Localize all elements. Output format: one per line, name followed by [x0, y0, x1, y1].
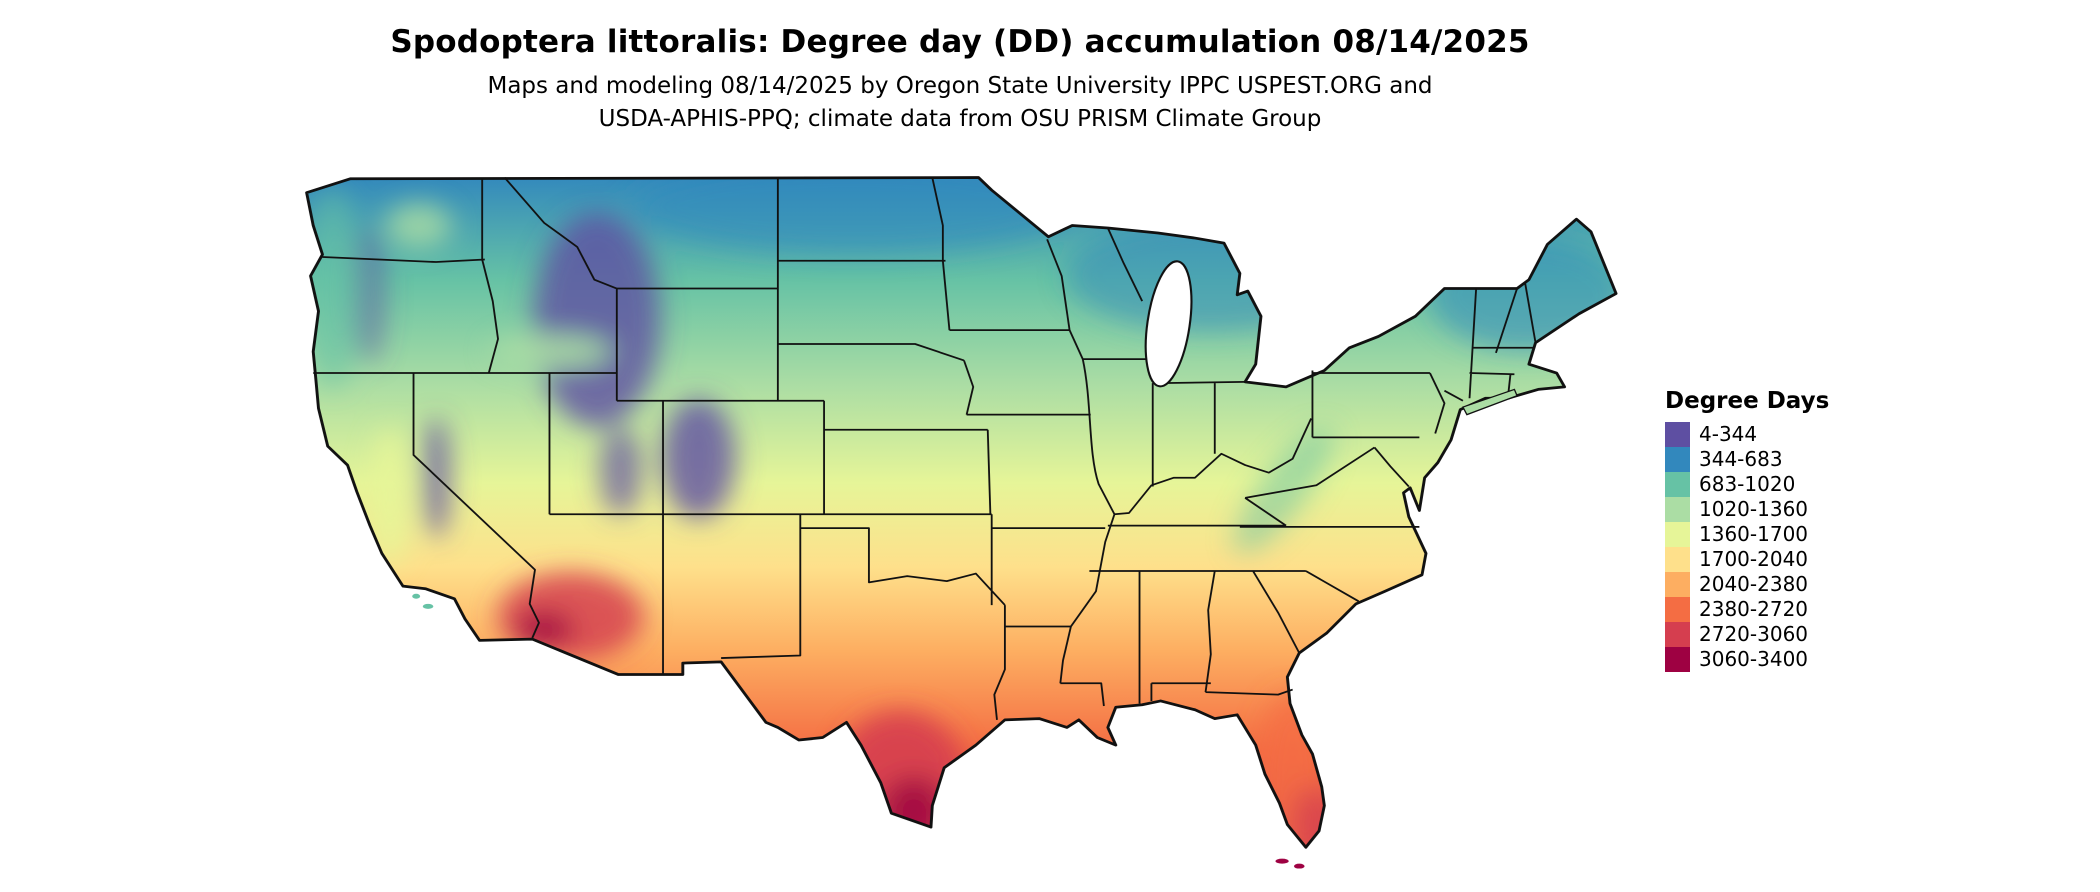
south-florida-hot-blob: [1292, 786, 1335, 847]
legend-item: 2720-3060: [1665, 622, 1895, 647]
legend-item: 2040-2380: [1665, 572, 1895, 597]
legend-item: 683-1020: [1665, 472, 1895, 497]
legend-swatch: [1665, 647, 1690, 672]
legend-swatch: [1665, 447, 1690, 472]
legend-item-label: 3060-3400: [1699, 647, 1809, 671]
state-borders-east: [1089, 281, 1537, 704]
legend-item: 1360-1700: [1665, 522, 1895, 547]
lake-michigan: [1144, 259, 1193, 388]
legend-item: 2380-2720: [1665, 597, 1895, 622]
subtitle-line-2: USDA-APHIS-PPQ; climate data from OSU PR…: [598, 106, 1322, 133]
utah-highlands-cold-blob: [599, 426, 642, 516]
long-island: [1461, 388, 1518, 416]
rockies-cold-blob: [533, 212, 661, 427]
legend: Degree Days 4-344 344-683 683-1020 1020-136…: [1665, 388, 1895, 672]
sierra-nevada-cold-blob: [421, 416, 451, 538]
legend-item: 4-344: [1665, 422, 1895, 447]
legend-item-label: 1020-1360: [1699, 497, 1809, 521]
subtitle-line-1: Maps and modeling 08/14/2025 by Oregon S…: [487, 73, 1433, 99]
legend-item-label: 1700-2040: [1699, 547, 1809, 571]
us-degree-day-map: [305, 175, 1618, 869]
new-england-cool-blob: [1428, 237, 1617, 352]
legend-item-label: 2720-3060: [1699, 622, 1809, 646]
legend-title: Degree Days: [1665, 388, 1830, 414]
legend-swatch: [1665, 572, 1690, 597]
great-lakes-cool-blob: [1065, 218, 1356, 333]
map-title: Spodoptera littoralis: Degree day (DD) a…: [390, 24, 1530, 60]
florida-keys-speck-2: [1293, 863, 1305, 869]
legend-item: 3060-3400: [1665, 647, 1895, 672]
snake-river-plain-blob: [491, 334, 611, 368]
legend-swatch: [1665, 472, 1690, 497]
central-valley-warm-blob: [371, 426, 409, 566]
channel-islands-speck-1: [422, 603, 434, 609]
state-borders-central: [777, 177, 1147, 720]
legend-item: 1700-2040: [1665, 547, 1895, 572]
legend-item: 344-683: [1665, 447, 1895, 472]
colorado-rockies-cold-blob: [661, 397, 736, 520]
columbia-basin-blob: [385, 202, 452, 248]
legend-items: 4-344 344-683 683-1020 1020-1360 1360-1700 17…: [1665, 422, 1895, 672]
legend-swatch: [1665, 547, 1690, 572]
latitude-gradient-base: [306, 177, 1617, 847]
florida-keys-speck-1: [1275, 858, 1289, 864]
legend-item-label: 683-1020: [1699, 472, 1796, 496]
map-subtitle: Maps and modeling 08/14/2025 by Oregon S…: [300, 70, 1620, 137]
yuma-desert-hottest-blob: [515, 611, 574, 647]
legend-item-label: 4-344: [1699, 422, 1758, 446]
legend-item-label: 1360-1700: [1699, 522, 1809, 546]
state-borders-west: [313, 176, 992, 675]
legend-item-label: 2380-2720: [1699, 597, 1809, 621]
southwest-desert-hot-blob: [498, 571, 644, 661]
legend-item: 1020-1360: [1665, 497, 1895, 522]
legend-swatch: [1665, 422, 1690, 447]
legend-swatch: [1665, 597, 1690, 622]
degree-day-raster: [306, 177, 1617, 847]
us-outline: [305, 175, 1618, 849]
channel-islands-speck-2: [412, 593, 421, 599]
legend-swatch: [1665, 622, 1690, 647]
pacific-coast-cool-blob: [306, 187, 360, 390]
legend-item-label: 2040-2380: [1699, 572, 1809, 596]
legend-swatch: [1665, 497, 1690, 522]
legend-swatch: [1665, 522, 1690, 547]
northern-plains-cool-blob: [630, 177, 1079, 255]
map-column: Spodoptera littoralis: Degree day (DD) a…: [300, 0, 1620, 875]
legend-item-label: 344-683: [1699, 447, 1783, 471]
